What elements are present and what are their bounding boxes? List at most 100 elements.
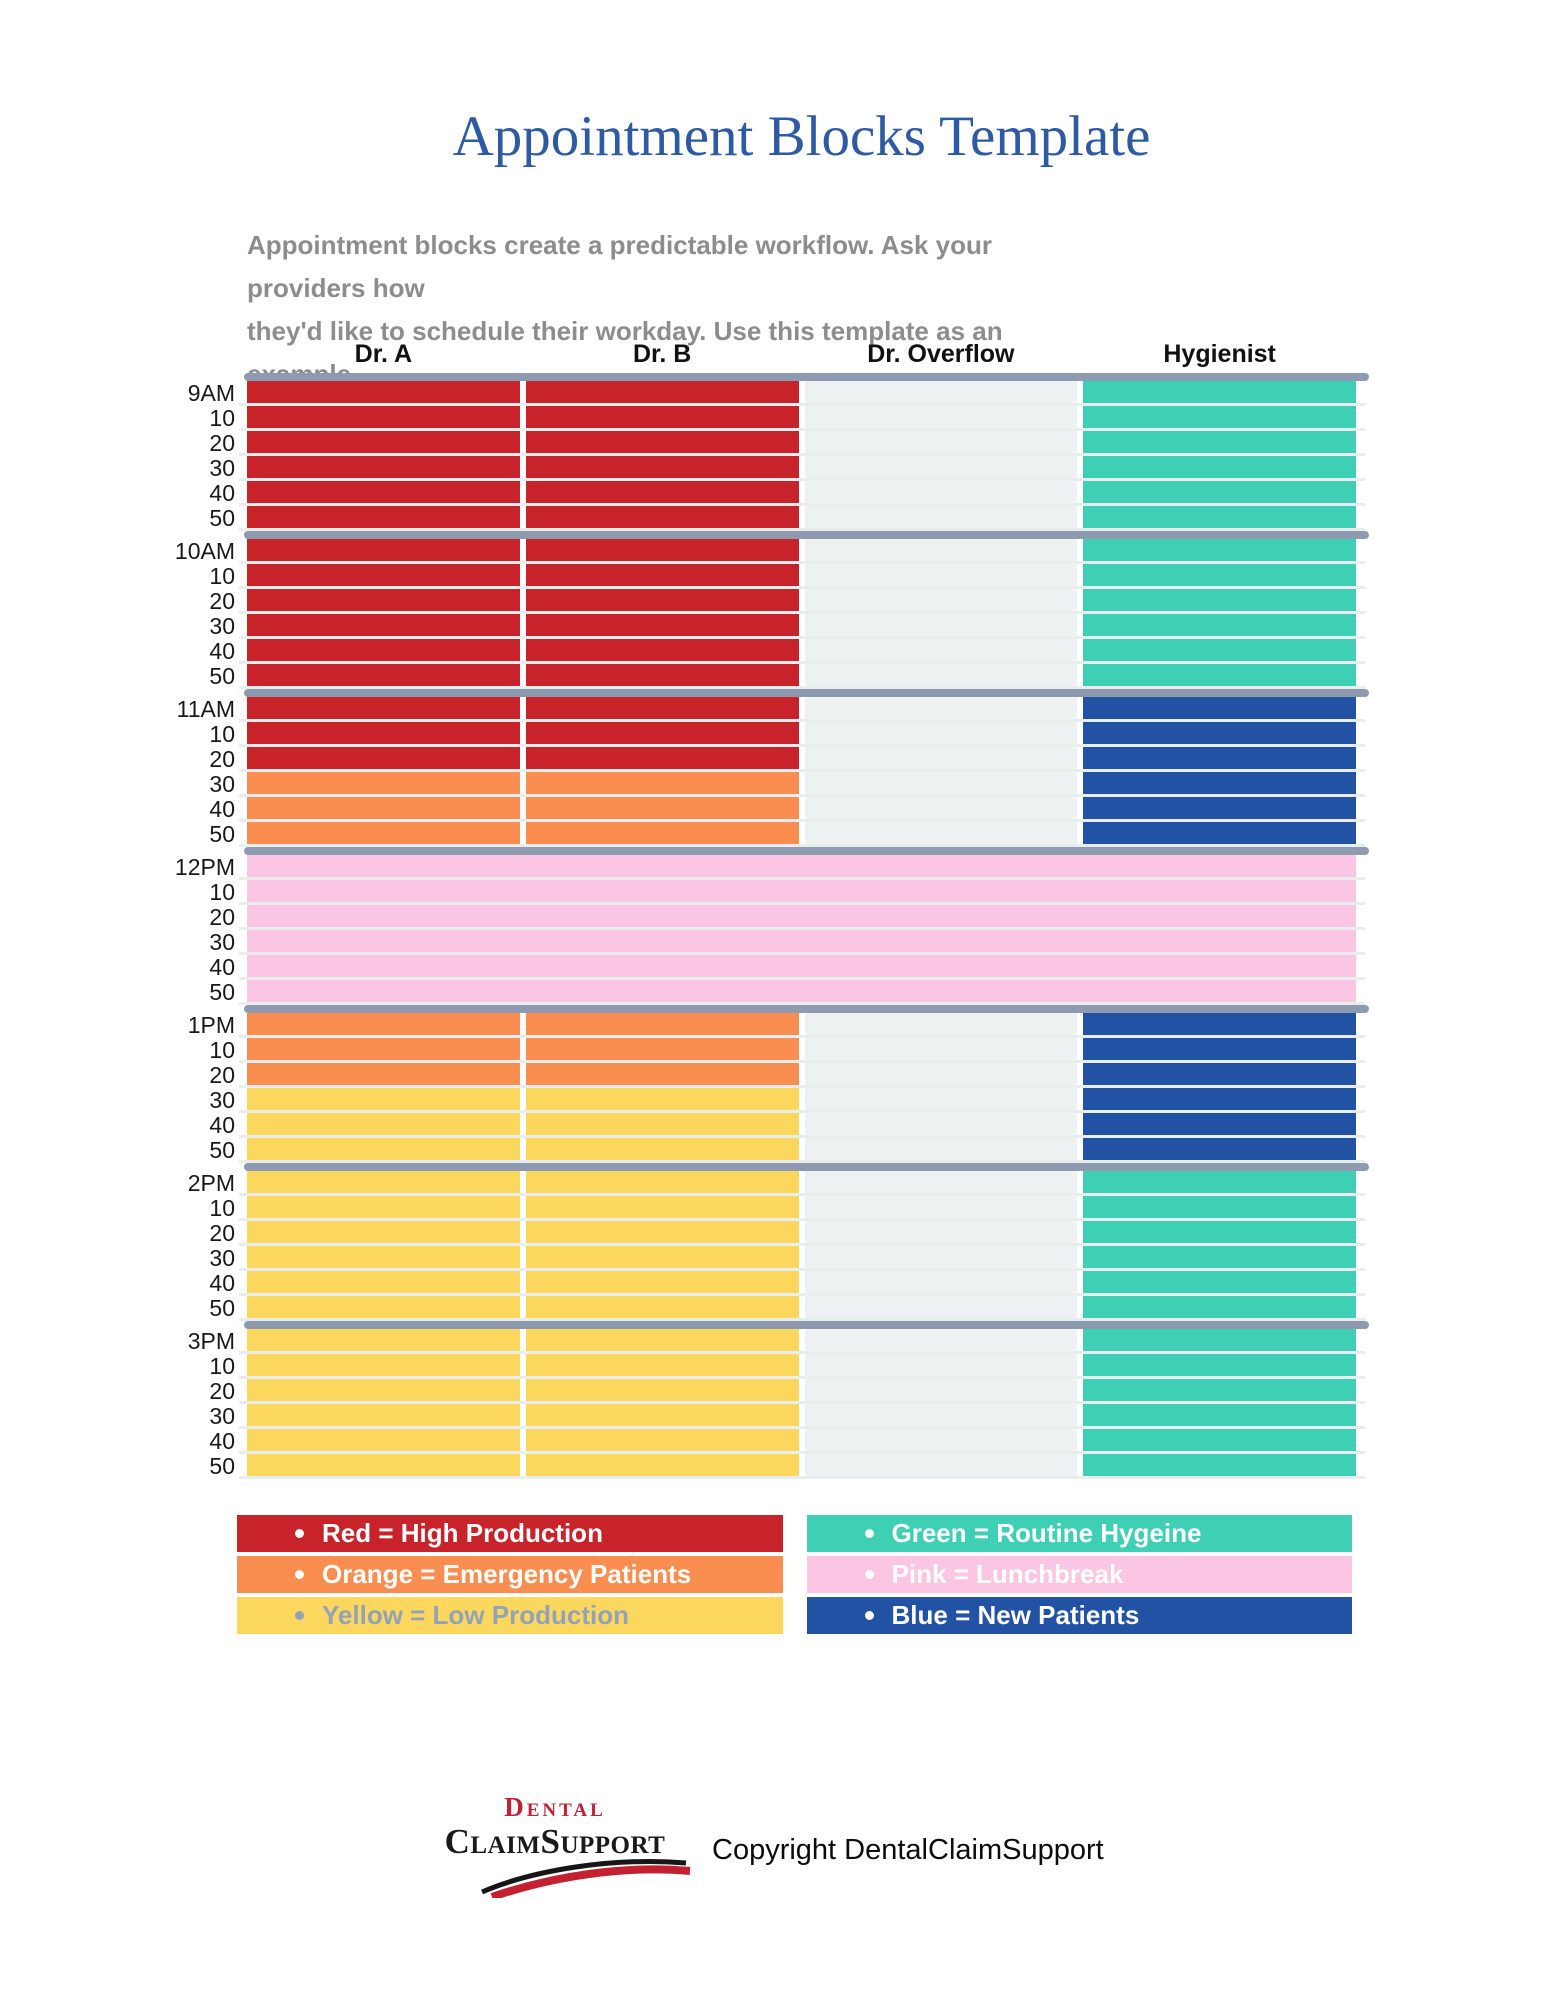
schedule-cell-empty xyxy=(804,539,1078,561)
row-divider-line xyxy=(239,1135,1365,1138)
row-divider-line xyxy=(239,844,1365,847)
row-cells xyxy=(247,1221,1356,1243)
row-cells xyxy=(247,772,1356,794)
schedule-row: 2PM xyxy=(188,1171,1365,1196)
legend: Red = High Production Orange = Emergency … xyxy=(237,1515,1352,1638)
schedule-row: 10 xyxy=(209,406,1365,431)
schedule-cell-empty xyxy=(804,1404,1078,1426)
time-label: 11AM xyxy=(176,696,235,722)
schedule-cell-blue xyxy=(1083,1113,1356,1135)
schedule-cell-yellow xyxy=(525,1196,799,1218)
time-label: 10 xyxy=(209,1353,235,1379)
time-label: 50 xyxy=(209,821,235,847)
schedule-cell-yellow xyxy=(525,1429,799,1451)
schedule-cell-red xyxy=(525,664,799,686)
row-divider-line xyxy=(239,478,1365,481)
schedule-cell-red xyxy=(525,697,799,719)
schedule-cell-empty xyxy=(804,589,1078,611)
bullet-icon xyxy=(295,1570,304,1579)
row-divider-line xyxy=(239,561,1365,564)
logo-swoosh-icon xyxy=(481,1859,691,1898)
legend-label: Yellow = Low Production xyxy=(322,1600,629,1630)
row-divider-line xyxy=(239,769,1365,772)
row-cells xyxy=(247,664,1356,686)
schedule-cell-blue xyxy=(1083,1038,1356,1060)
schedule-cell-red xyxy=(525,722,799,744)
schedule-row: 10 xyxy=(209,1196,1365,1221)
schedule-cell-empty xyxy=(804,1138,1078,1160)
bullet-icon xyxy=(864,1570,874,1579)
time-label: 40 xyxy=(209,638,235,664)
schedule-cell-red xyxy=(525,747,799,769)
row-cells xyxy=(247,747,1356,769)
schedule-cell-empty xyxy=(804,1454,1078,1476)
row-cells xyxy=(247,930,1356,952)
schedule-cell-red xyxy=(525,639,799,661)
schedule-row: 20 xyxy=(209,431,1365,456)
schedule-cell-empty xyxy=(804,1329,1078,1351)
row-cells xyxy=(247,905,1356,927)
schedule-row: 3PM xyxy=(188,1329,1365,1354)
schedule-cell-red xyxy=(525,539,799,561)
schedule-cell-empty xyxy=(804,1246,1078,1268)
bullet-icon xyxy=(295,1611,304,1620)
schedule-row: 40 xyxy=(209,481,1365,506)
legend-label: Orange = Emergency Patients xyxy=(322,1559,692,1589)
hour-divider-bar xyxy=(244,1321,1369,1329)
row-cells xyxy=(247,1354,1356,1376)
row-cells xyxy=(247,697,1356,719)
row-cells xyxy=(247,1013,1356,1035)
schedule-cell-yellow xyxy=(525,1246,799,1268)
row-cells xyxy=(247,1063,1356,1085)
schedule-cell-red xyxy=(247,506,520,528)
legend-label: Blue = New Patients xyxy=(891,1600,1140,1630)
schedule-row: 40 xyxy=(209,1429,1365,1454)
schedule-cell-yellow xyxy=(525,1113,799,1135)
schedule-cell-yellow xyxy=(247,1196,520,1218)
schedule-cell-yellow xyxy=(525,1296,799,1318)
time-label: 50 xyxy=(209,663,235,689)
row-cells xyxy=(247,955,1356,977)
schedule-cell-red xyxy=(525,406,799,428)
schedule-cell-empty xyxy=(804,664,1078,686)
bullet-icon xyxy=(864,1611,874,1620)
schedule-cell-yellow xyxy=(525,1138,799,1160)
schedule-cell-red xyxy=(247,614,520,636)
schedule-cell-green xyxy=(1083,614,1356,636)
schedule-cell-yellow xyxy=(525,1454,799,1476)
row-cells xyxy=(247,1429,1356,1451)
bullet-icon xyxy=(295,1529,304,1538)
schedule-row: 30 xyxy=(209,1088,1365,1113)
schedule-cell-blue xyxy=(1083,1138,1356,1160)
time-label: 9AM xyxy=(187,380,235,406)
time-label: 30 xyxy=(209,1087,235,1113)
row-cells xyxy=(247,539,1356,561)
schedule-row: 40 xyxy=(209,1271,1365,1296)
schedule-cell-red xyxy=(247,697,520,719)
schedule-cell-blue xyxy=(1083,722,1356,744)
schedule-cell-yellow xyxy=(525,1354,799,1376)
row-divider-line xyxy=(239,1351,1365,1354)
schedule-row: 11AM xyxy=(177,697,1365,722)
copyright-text: Copyright DentalClaimSupport xyxy=(712,1834,1104,1866)
time-label: 50 xyxy=(209,505,235,531)
schedule-cell-yellow xyxy=(525,1379,799,1401)
row-cells xyxy=(247,1329,1356,1351)
hour-section-11am: 11AM 10 20 30 40 50 xyxy=(177,689,1369,847)
schedule-cell-empty xyxy=(804,614,1078,636)
schedule-cell-green xyxy=(1083,1221,1356,1243)
row-cells xyxy=(247,1296,1356,1318)
schedule-cell-empty xyxy=(804,1088,1078,1110)
schedule-cell-green xyxy=(1083,1196,1356,1218)
row-cells xyxy=(247,614,1356,636)
schedule-row: 10 xyxy=(209,1038,1365,1063)
schedule-row: 50 xyxy=(209,1138,1365,1163)
row-divider-line xyxy=(239,927,1365,930)
schedule-cell-orange xyxy=(525,772,799,794)
schedule-row: 20 xyxy=(209,747,1365,772)
time-label: 40 xyxy=(209,1270,235,1296)
schedule-cell-yellow xyxy=(247,1088,520,1110)
time-label: 30 xyxy=(209,1245,235,1271)
schedule-cell-empty xyxy=(804,1196,1078,1218)
row-divider-line xyxy=(239,586,1365,589)
